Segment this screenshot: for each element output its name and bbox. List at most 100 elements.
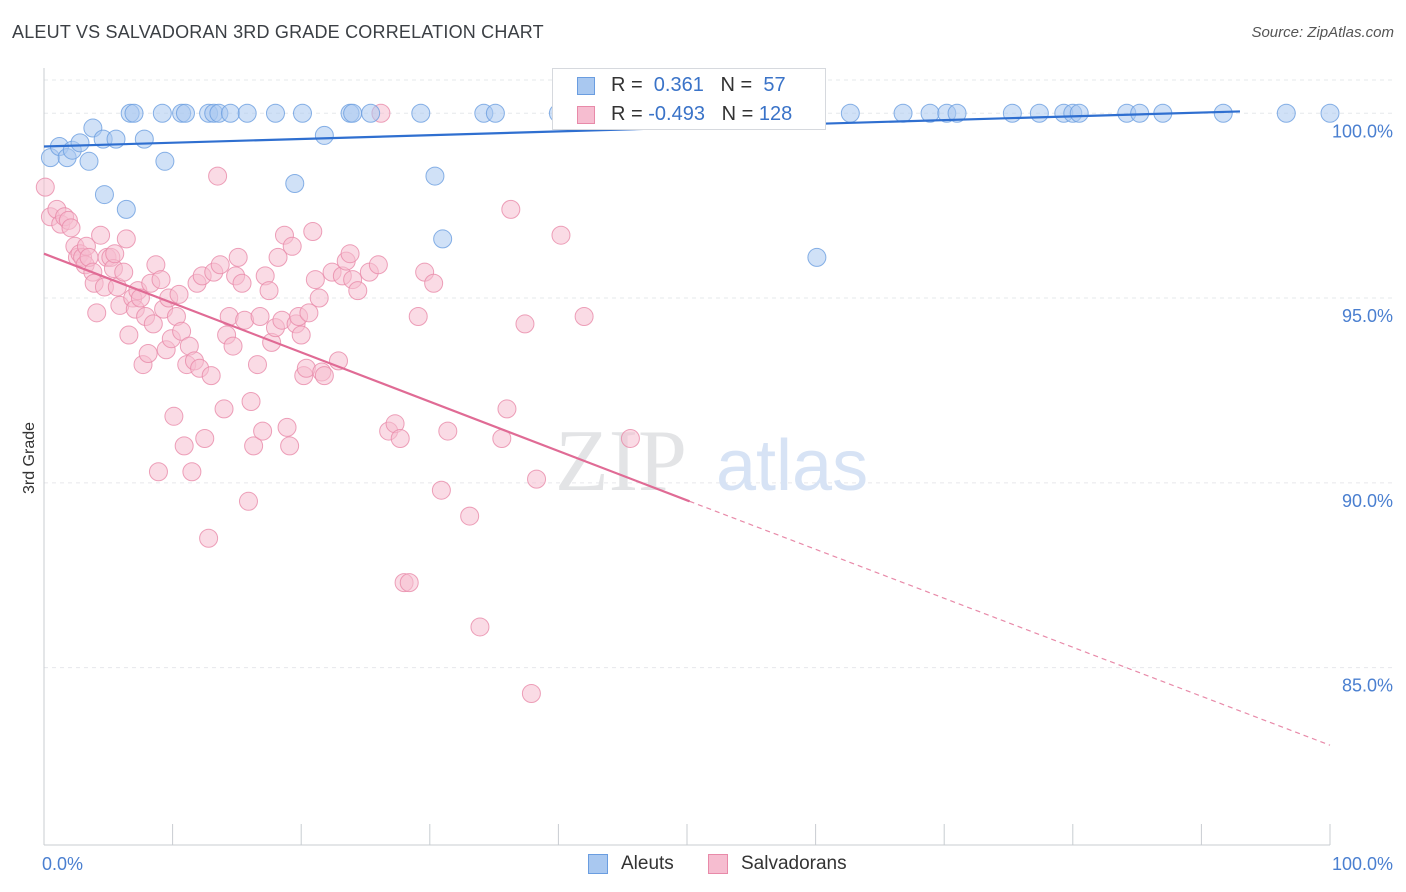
aleuts-point [155, 151, 175, 171]
axes [43, 68, 1331, 846]
salvadorans-point [91, 225, 111, 245]
aleuts-point [1213, 103, 1233, 123]
grid-lines [44, 79, 1392, 669]
salvadorans-swatch [577, 106, 595, 124]
aleuts-point [220, 103, 240, 123]
salvadorans-point [169, 284, 189, 304]
salvadorans-point [431, 480, 451, 500]
salvadorans-point [497, 399, 517, 419]
aleuts-point [70, 133, 90, 153]
axis-labels: 85.0% 90.0% 95.0% 100.0% 0.0% 100.0% 3rd Grade [21, 121, 1393, 874]
salvadorans-point [195, 428, 215, 448]
salvadorans-point [399, 573, 419, 593]
salvadorans-point [119, 325, 139, 345]
salvadorans-point [114, 262, 134, 282]
salvadorans-point [368, 255, 388, 275]
salvadorans-point [515, 314, 535, 334]
salvadorans-point [314, 366, 334, 386]
salvadorans-point [241, 392, 261, 412]
salvadorans-point [303, 222, 323, 242]
r-label: R = [611, 74, 643, 96]
salvadorans-point [259, 281, 279, 301]
stats-text: R = -0.493 N = 128 [611, 103, 792, 126]
r-value: 0.361 [648, 74, 704, 96]
aleuts-point [433, 229, 453, 249]
watermark-zip: ZIP [555, 413, 687, 510]
trend-lines [43, 110, 1331, 746]
aleuts-point [411, 103, 431, 123]
x-tick-label: 100.0% [1332, 854, 1393, 874]
salvadorans-point [61, 218, 81, 238]
aleuts-point [175, 103, 195, 123]
y-tick-label: 90.0% [1342, 491, 1393, 511]
aleuts-point [361, 103, 381, 123]
salvadorans-point [305, 270, 325, 290]
r-value: -0.493 [648, 103, 705, 125]
aleuts-point [94, 185, 114, 205]
salvadorans-point [521, 683, 541, 703]
salvadorans-point [208, 166, 228, 186]
aleuts-point [893, 103, 913, 123]
salvadorans-point [210, 255, 230, 275]
aleuts-point [237, 103, 257, 123]
salvadorans-trend-extension [689, 500, 1331, 746]
watermark: ZIP atlas [555, 413, 868, 510]
aleuts-point [1029, 103, 1049, 123]
y-tick-label: 85.0% [1342, 676, 1393, 696]
salvadorans-point [280, 436, 300, 456]
salvadorans-point [116, 229, 136, 249]
salvadorans-point [35, 177, 55, 197]
salvadorans-point [253, 421, 273, 441]
source-label: Source: ZipAtlas.com [1251, 24, 1394, 41]
stats-legend: R = 0.361 N = 57 R = -0.493 N = 128 [552, 68, 826, 130]
salvadorans-point [299, 303, 319, 323]
chart-title: ALEUT VS SALVADORAN 3RD GRADE CORRELATIO… [12, 22, 544, 42]
aleuts-point [152, 103, 172, 123]
salvadorans-points [35, 103, 640, 703]
aleuts-point [292, 103, 312, 123]
aleuts-point [425, 166, 445, 186]
y-axis-title: 3rd Grade [21, 422, 38, 494]
salvadorans-point [574, 307, 594, 327]
salvadorans-trend-line [43, 252, 690, 503]
y-tick-label: 95.0% [1342, 306, 1393, 326]
series-legend: Aleuts Salvadorans [0, 852, 1406, 878]
aleuts-point [116, 199, 136, 219]
salvadorans-point [620, 428, 640, 448]
stats-row-aleuts: R = 0.361 N = 57 [553, 71, 825, 101]
salvadorans-point [151, 270, 171, 290]
n-label: N = [720, 74, 753, 96]
aleuts-legend-swatch [588, 854, 608, 874]
aleuts-point [1320, 103, 1340, 123]
salvadorans-point [309, 288, 329, 308]
aleuts-point [124, 103, 144, 123]
r-label: R = [611, 103, 643, 125]
y-tick-label: 100.0% [1332, 121, 1393, 141]
salvadorans-point [232, 273, 252, 293]
salvadorans-point [228, 247, 248, 267]
salvadorans-point [138, 343, 158, 363]
salvadorans-point [244, 436, 264, 456]
legend-label: Aleuts [621, 853, 674, 874]
salvadorans-point [105, 244, 125, 264]
salvadorans-point [164, 406, 184, 426]
aleuts-swatch [577, 77, 595, 95]
aleuts-point [947, 103, 967, 123]
salvadorans-point [199, 528, 219, 548]
aleuts-point [343, 103, 363, 123]
salvadorans-point [501, 199, 521, 219]
aleuts-point [485, 103, 505, 123]
salvadorans-point [348, 281, 368, 301]
salvadorans-point [277, 417, 297, 437]
aleuts-point [265, 103, 285, 123]
salvadorans-point [87, 303, 107, 323]
salvadorans-point [527, 469, 547, 489]
salvadorans-point [291, 325, 311, 345]
salvadorans-point [460, 506, 480, 526]
salvadorans-point [174, 436, 194, 456]
legend-label: Salvadorans [741, 853, 847, 874]
n-value: 128 [758, 103, 793, 125]
salvadorans-point [214, 399, 234, 419]
aleuts-point [1002, 103, 1022, 123]
